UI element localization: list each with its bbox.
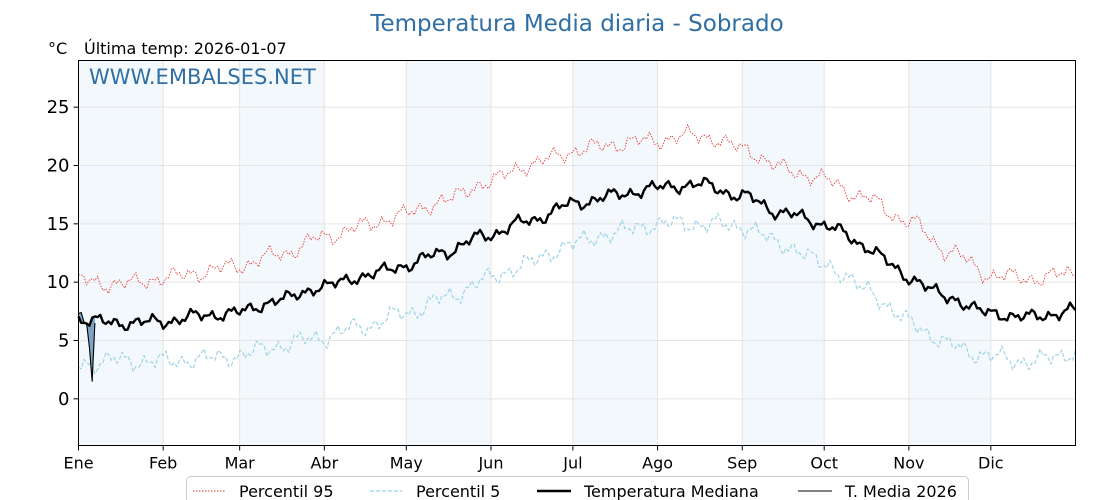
legend-label-p5: Percentil 5 [416,482,500,500]
legend-label-median: Temperatura Mediana [583,482,759,500]
month-band [572,60,658,446]
x-tick-label: Abr [310,454,338,473]
plot-frame [78,60,1076,446]
x-axis: Ene Feb Mar Abr May Jun Jul Ago Sep Oct Nov Dic [63,445,1004,473]
x-tick-label: Oct [810,454,838,473]
x-tick-label: Dic [978,454,1004,473]
chart-title: Temperatura Media diaria - Sobrado [369,11,783,37]
month-band [742,60,825,446]
x-tick-label: May [390,454,423,473]
legend-label-2026: T. Media 2026 [844,482,957,500]
month-band [78,60,164,446]
y-axis: 0 5 10 15 20 25 [47,97,79,410]
y-tick-label: 25 [47,97,70,118]
month-band [406,60,491,446]
y-tick-label: 15 [47,214,70,235]
x-tick-label: Sep [727,454,757,473]
legend-label-p95: Percentil 95 [239,482,334,500]
x-tick-label: Jul [562,454,582,473]
month-bands [78,60,991,446]
x-tick-label: Feb [149,454,177,473]
unit-label: °C [48,39,67,58]
watermark: WWW.EMBALSES.NET [89,65,316,89]
last-update-label: Última temp: 2026-01-07 [84,39,287,58]
x-tick-label: Ago [642,454,673,473]
series-line-2 [78,212,1077,375]
legend: Percentil 95 Percentil 5 Temperatura Med… [186,476,969,500]
legend-box [186,476,969,500]
series-lines [77,124,1077,382]
grid-lines [78,60,1076,446]
x-tick-label: Jun [477,454,503,473]
y-tick-label: 5 [58,331,69,352]
series-line-4 [78,311,96,382]
month-band [908,60,991,446]
y-tick-label: 20 [47,156,70,177]
x-tick-label: Mar [225,454,256,473]
y-tick-label: 10 [47,272,70,293]
series-line-1 [78,124,1076,294]
series-line-3 [77,176,1077,332]
month-band [239,60,325,446]
y-tick-label: 0 [58,389,69,410]
x-tick-label: Nov [893,454,924,473]
x-tick-label: Ene [63,454,93,473]
